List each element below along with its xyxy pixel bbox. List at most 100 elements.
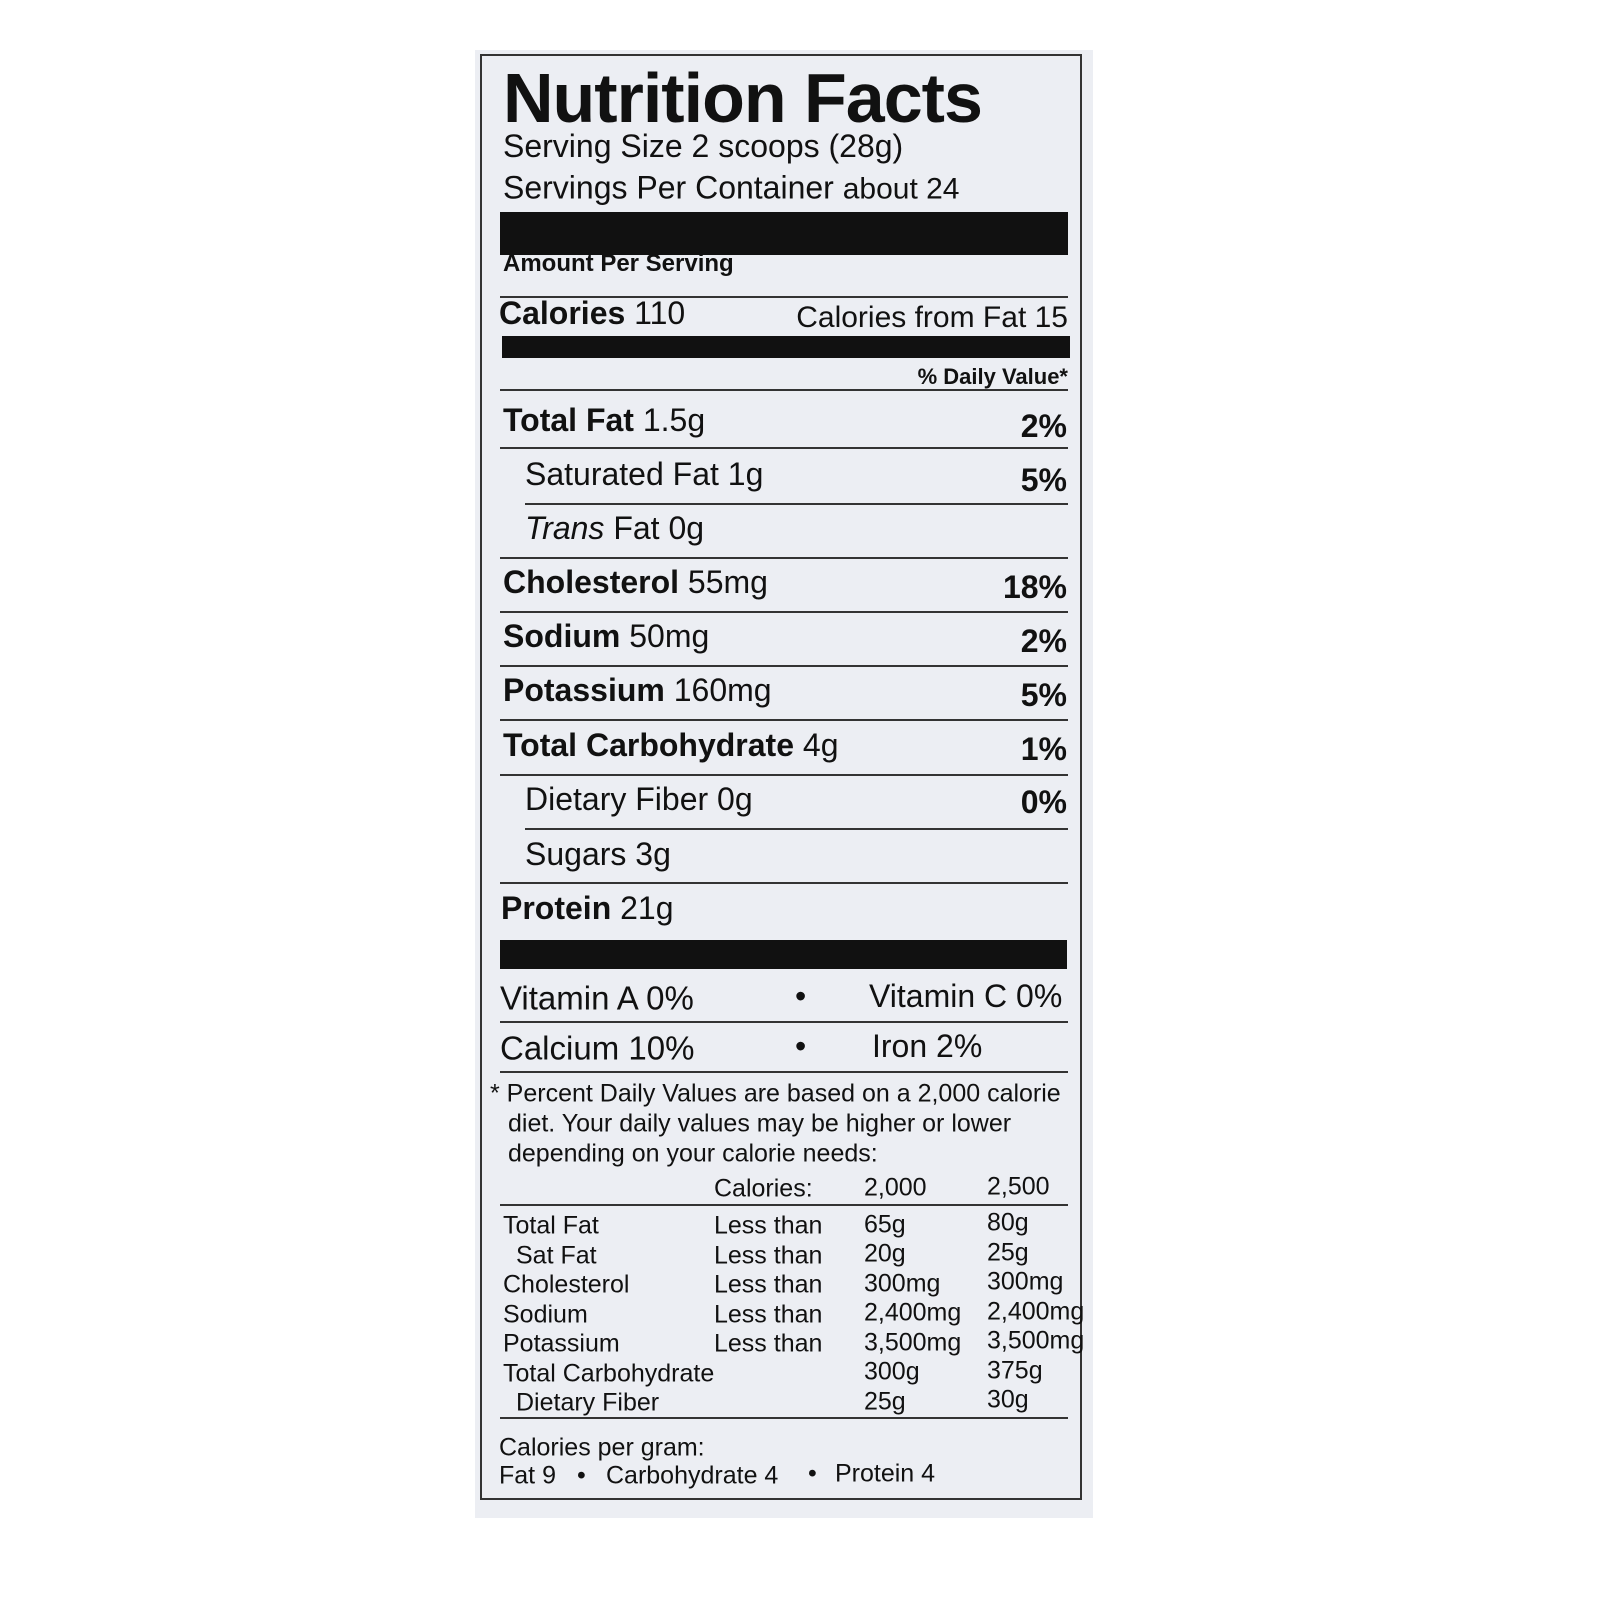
label-panel	[475, 50, 1093, 1518]
vitamin: Calcium 10%	[500, 1032, 694, 1065]
vitamin: Vitamin C 0%	[869, 980, 1062, 1012]
nutrient: Sodium 50mg	[503, 620, 709, 652]
daily-value: 5%	[1020, 462, 1067, 498]
daily-value: 2%	[1020, 408, 1067, 444]
thick-bar	[500, 212, 1068, 255]
rule	[500, 1021, 1068, 1023]
value: 0%	[1016, 978, 1063, 1014]
amount: 1g	[727, 456, 764, 492]
calories-per-gram-item: Protein 4	[835, 1459, 936, 1488]
rule	[500, 719, 1068, 721]
table-cell: 80g	[987, 1208, 1029, 1237]
name: Calcium	[500, 1029, 620, 1067]
rule	[500, 774, 1068, 776]
table-cell: 300mg	[864, 1269, 941, 1297]
table-header: 2,000	[864, 1173, 927, 1202]
amount: 3g	[635, 836, 671, 872]
name: Protein	[501, 890, 612, 926]
rule	[500, 557, 1068, 559]
value: 0%	[646, 979, 694, 1017]
label-border	[480, 54, 1082, 1500]
table-cell: 300mg	[987, 1267, 1064, 1296]
footnote-line: diet. Your daily values may be higher or…	[508, 1109, 1012, 1138]
table-cell: 3,500mg	[864, 1328, 962, 1356]
table-cell: 65g	[864, 1210, 906, 1238]
table-cell: Dietary Fiber	[516, 1388, 660, 1417]
calories-per-gram-item: Carbohydrate 4	[606, 1461, 779, 1490]
table-cell: Total Carbohydrate	[503, 1359, 715, 1387]
vitamin: Vitamin A 0%	[500, 982, 694, 1015]
daily-value: 2%	[1020, 623, 1067, 659]
rule	[500, 296, 1068, 298]
bullet: •	[795, 1028, 807, 1064]
calories-per-gram-item: Fat 9	[499, 1461, 556, 1490]
table-cell: Cholesterol	[503, 1270, 630, 1299]
medium-bar	[502, 336, 1070, 358]
nutrient: Total Fat 1.5g	[503, 404, 705, 436]
table-cell: 300g	[864, 1357, 920, 1386]
table-cell: Less than	[714, 1300, 823, 1328]
table-cell: Less than	[714, 1270, 823, 1299]
name: Cholesterol	[503, 564, 680, 600]
value: 15	[1034, 301, 1068, 334]
table-header: Calories:	[714, 1174, 813, 1203]
name-italic: Trans	[525, 510, 605, 546]
rule	[500, 611, 1068, 613]
rule	[500, 447, 1068, 449]
table-cell: Sodium	[503, 1300, 588, 1328]
name: Potassium	[503, 672, 665, 708]
servings-per-container: Servings Per Container about 24	[503, 172, 960, 205]
table-cell: 2,400mg	[864, 1298, 962, 1327]
name: Vitamin C	[869, 978, 1008, 1014]
nutrient: Trans Fat 0g	[525, 512, 704, 544]
amount: 1.5g	[642, 402, 706, 438]
daily-value: 1%	[1020, 731, 1067, 767]
table-cell: 25g	[987, 1238, 1029, 1266]
daily-value-header: % Daily Value*	[917, 364, 1068, 389]
table-cell: Less than	[714, 1329, 823, 1358]
name: Sodium	[503, 618, 621, 654]
vitamin: Iron 2%	[872, 1030, 982, 1062]
label: Serving Size	[503, 128, 683, 164]
label: Servings Per Container	[503, 169, 834, 206]
value: 110	[634, 295, 686, 331]
amount: 160mg	[673, 672, 772, 708]
table-cell: 30g	[987, 1385, 1029, 1414]
rule	[500, 389, 1068, 391]
value: 2 scoops (28g)	[691, 128, 904, 164]
rule	[500, 1204, 1068, 1206]
bullet: •	[577, 1461, 586, 1490]
amount: 0g	[717, 781, 753, 817]
daily-value: 0%	[1020, 784, 1067, 820]
calories: Calories 110	[499, 297, 685, 329]
amount: 0g	[668, 510, 705, 546]
daily-value: 18%	[1002, 569, 1067, 605]
name: Iron	[872, 1028, 928, 1064]
name: Dietary Fiber	[525, 781, 709, 817]
table-cell: Sat Fat	[516, 1241, 597, 1269]
amount: 21g	[620, 890, 674, 926]
value: about 24	[842, 172, 960, 206]
nutrient: Protein 21g	[501, 892, 674, 924]
table-cell: Potassium	[503, 1329, 620, 1358]
rule	[525, 828, 1068, 830]
table-cell: 2,400mg	[987, 1297, 1085, 1325]
table-cell: Less than	[714, 1241, 823, 1269]
table-cell: Less than	[714, 1211, 823, 1240]
label: Calories from Fat	[796, 301, 1027, 334]
thick-bar	[500, 940, 1067, 969]
nutrient: Saturated Fat 1g	[525, 458, 763, 490]
rule	[500, 882, 1068, 884]
title: Nutrition Facts	[503, 59, 983, 137]
name: Saturated Fat	[525, 456, 719, 492]
table-cell: 20g	[864, 1239, 906, 1268]
table-cell: 25g	[864, 1387, 906, 1415]
nutrient: Potassium 160mg	[503, 674, 772, 706]
rule	[500, 1417, 1068, 1419]
footnote-line: * Percent Daily Values are based on a 2,…	[490, 1079, 1061, 1108]
amount: 55mg	[687, 564, 768, 600]
table-header: 2,500	[987, 1172, 1050, 1201]
rule	[525, 503, 1068, 505]
rule	[500, 665, 1068, 667]
